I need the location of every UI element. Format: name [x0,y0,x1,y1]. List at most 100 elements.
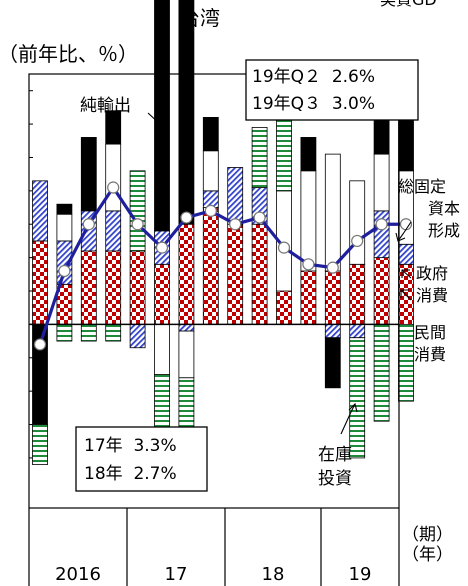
bar-government-consumption [105,210,122,252]
bar-government-consumption [129,323,146,349]
label-private-line-2: 消費 [414,345,446,364]
bar-inventory-investment [349,337,366,459]
gdp-point [58,264,71,278]
bar-private-consumption [80,250,97,325]
gdp-point [277,241,291,254]
gdp-point [375,218,388,231]
bar-fixed-capital-formation [373,153,390,212]
arrow-inventory [340,402,358,435]
bar-fixed-capital-formation [178,330,195,379]
label-fixed-capital-line-1: 総固定 [398,177,446,196]
bar-government-consumption [32,180,48,242]
arrow-net-exports [147,112,169,133]
bar-private-consumption [300,270,317,325]
bar-net-exports [105,110,122,145]
label-inventory-line-2: 投資 [318,469,352,489]
gdp-point [180,211,193,224]
gdp-point [351,234,364,248]
gdp-point [155,241,169,254]
bar-fixed-capital-formation [300,170,317,272]
bar-private-consumption [105,250,122,325]
bar-inventory-investment [178,377,195,435]
y-axis-label: （前年比、％） [0,42,138,66]
bar-net-exports [56,203,73,215]
gdp-point [204,204,217,217]
year-label-2016: 2016 [55,564,101,585]
bar-private-consumption [276,290,292,325]
bar-inventory-investment [154,374,170,429]
bar-private-consumption [373,257,390,325]
arrow-government [401,269,412,279]
bar-net-exports [300,137,317,172]
gdp-point [131,218,144,231]
x-axis-year-table: 2016 17 18 19 [28,508,400,586]
label-private-line-1: 民間 [414,323,446,342]
arrow-private [400,289,412,301]
bar-private-consumption [349,263,366,325]
gdp-point [326,261,339,274]
bar-private-consumption [227,223,244,325]
x-axis-note-year: （年） [402,545,453,565]
quarterly-growth-box: 19年Q２ 2.6% 19年Q３ 3.0% [245,59,419,121]
quarterly-box-line-1: 19年Q２ 2.6% [252,67,375,87]
bar-fixed-capital-formation [105,143,122,212]
bar-net-exports [154,0,170,232]
bar-net-exports [324,337,341,389]
bar-fixed-capital-formation [349,180,366,265]
bar-inventory-investment [105,323,122,342]
bar-inventory-investment [80,323,97,342]
arrow-fixed-capital [395,221,412,242]
bar-net-exports [202,117,219,152]
label-government-line-1: 政府 [416,264,448,283]
bar-inventory-investment [56,323,73,342]
bar-government-consumption [178,323,195,332]
bar-inventory-investment [398,323,414,402]
bar-fixed-capital-formation [202,150,219,192]
bar-inventory-investment [129,170,146,252]
quarterly-box-line-2: 19年Q３ 3.0% [252,94,375,114]
partial-top-label: 実質GD [380,0,437,9]
gdp-line [38,185,406,345]
bar-government-consumption [349,323,366,339]
gdp-point [302,258,315,271]
bar-fixed-capital-formation [56,213,73,242]
bar-private-consumption [32,240,48,325]
bar-fixed-capital-formation [324,153,341,272]
gdp-point [33,338,47,351]
plot-frame [28,73,400,509]
bar-private-consumption [202,207,219,325]
label-fixed-capital-line-3: 形成 [428,221,460,240]
label-inventory-line-1: 在庫 [318,445,352,465]
gdp-point [82,218,95,231]
year-label-19: 19 [349,564,372,585]
bar-inventory-investment [251,127,268,188]
bar-private-consumption [154,263,170,325]
bar-government-consumption [324,323,341,339]
bar-private-consumption [129,250,146,325]
bar-government-consumption [227,167,244,225]
y-axis-ticks [29,90,33,459]
year-label-17: 17 [165,564,188,585]
annual-box-line-1: 17年 3.3% [84,436,177,456]
label-government-line-2: 消費 [416,286,448,305]
bar-government-consumption [398,243,414,265]
bar-government-consumption [373,210,390,259]
gdp-point [229,218,242,231]
gdp-point [107,181,120,194]
bar-net-exports [178,0,195,225]
bar-private-consumption [251,223,268,325]
x-axis-note-period: （期） [402,525,453,545]
gdp-line-series [33,181,413,351]
bar-net-exports [80,137,97,212]
annual-box-line-2: 18年 2.7% [84,464,177,484]
bar-fixed-capital-formation [154,323,170,375]
bar-private-consumption [178,223,195,325]
label-fixed-capital-line-2: 資本 [428,199,460,218]
year-label-18: 18 [262,564,285,585]
bar-inventory-investment [32,424,48,466]
label-net-exports: 純輸出 [80,96,131,116]
bar-inventory-investment [373,323,390,422]
annual-growth-box: 17年 3.3% 18年 2.7% [75,426,208,492]
gdp-point [253,211,266,224]
